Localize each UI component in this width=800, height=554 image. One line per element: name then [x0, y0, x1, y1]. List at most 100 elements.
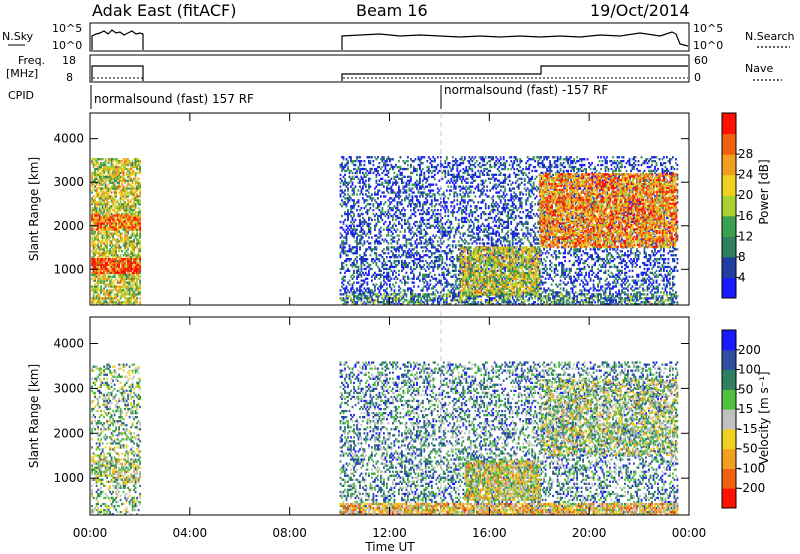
heatmap-cell	[136, 282, 138, 284]
heatmap-cell	[494, 166, 496, 168]
heatmap-cell	[114, 274, 116, 276]
heatmap-cell	[447, 197, 449, 199]
heatmap-cell	[470, 219, 472, 221]
heatmap-cell	[135, 295, 137, 297]
heatmap-cell	[383, 229, 385, 231]
heatmap-cell	[376, 254, 378, 256]
heatmap-cell	[94, 278, 96, 280]
heatmap-cell	[389, 182, 391, 184]
heatmap-cell	[129, 228, 131, 230]
heatmap-cell	[423, 229, 425, 231]
heatmap-cell	[343, 262, 345, 264]
heatmap-cell	[474, 217, 476, 219]
heatmap-cell	[353, 221, 355, 223]
heatmap-cell	[117, 280, 119, 282]
heatmap-cell	[476, 160, 478, 162]
heatmap-cell	[441, 229, 443, 231]
heatmap-cell	[353, 205, 355, 207]
heatmap-cell	[397, 229, 399, 231]
heatmap-cell	[367, 240, 369, 242]
heatmap-cell	[434, 262, 436, 264]
heatmap-cell	[397, 278, 399, 280]
heatmap-cell	[412, 187, 414, 189]
heatmap-cell	[106, 242, 108, 244]
heatmap-cell	[344, 246, 346, 248]
heatmap-cell	[139, 172, 141, 174]
heatmap-cell	[362, 217, 364, 219]
heatmap-cell	[471, 229, 473, 231]
heatmap-cell	[429, 262, 431, 264]
heatmap-cell	[115, 258, 117, 260]
heatmap-cell	[450, 252, 452, 254]
heatmap-cell	[483, 199, 485, 201]
heatmap-cell	[486, 162, 488, 164]
heatmap-cell	[409, 262, 411, 264]
heatmap-cell	[480, 225, 482, 227]
heatmap-cell	[443, 227, 445, 229]
heatmap-cell	[441, 268, 443, 270]
heatmap-cell	[401, 178, 403, 180]
heatmap-cell	[103, 222, 105, 224]
heatmap-cell	[108, 191, 110, 193]
heatmap-cell	[416, 229, 418, 231]
heatmap-cell	[340, 272, 342, 274]
heatmap-cell	[135, 214, 137, 216]
heatmap-cell	[400, 191, 402, 193]
heatmap-cell	[139, 268, 141, 270]
heatmap-cell	[368, 219, 370, 221]
heatmap-cell	[449, 235, 451, 237]
heatmap-cell	[394, 285, 396, 287]
heatmap-cell	[341, 199, 343, 201]
heatmap-cell	[435, 235, 437, 237]
heatmap-cell	[118, 182, 120, 184]
heatmap-cell	[455, 244, 457, 246]
heatmap-cell	[465, 217, 467, 219]
heatmap-cell	[474, 236, 476, 238]
heatmap-cell	[136, 226, 138, 228]
heatmap-cell	[96, 248, 98, 250]
heatmap-cell	[449, 225, 451, 227]
heatmap-cell	[455, 264, 457, 266]
heatmap-cell	[388, 272, 390, 274]
heatmap-cell	[404, 260, 406, 262]
heatmap-cell	[121, 233, 123, 235]
heatmap-cell	[479, 176, 481, 178]
nsky-label: N.Sky	[2, 30, 34, 43]
heatmap-cell	[361, 238, 363, 240]
heatmap-cell	[388, 235, 390, 237]
heatmap-cell	[416, 174, 418, 176]
heatmap-cell	[91, 191, 93, 193]
heatmap-cell	[422, 205, 424, 207]
heatmap-cell	[352, 248, 354, 250]
heatmap-cell	[464, 233, 466, 235]
heatmap-cell	[429, 280, 431, 282]
heatmap-cell	[412, 195, 414, 197]
heatmap-cell	[353, 178, 355, 180]
heatmap-cell	[373, 197, 375, 199]
heatmap-cell	[127, 214, 129, 216]
heatmap-cell	[136, 193, 138, 195]
heatmap-cell	[386, 264, 388, 266]
heatmap-cell	[398, 274, 400, 276]
heatmap-cell	[99, 295, 101, 297]
heatmap-cell	[415, 233, 417, 235]
heatmap-cell	[105, 295, 107, 297]
heatmap-cell	[471, 156, 473, 158]
heatmap-cell	[139, 287, 141, 289]
heatmap-cell	[361, 274, 363, 276]
heatmap-cell	[420, 240, 422, 242]
heatmap-cell	[412, 252, 414, 254]
heatmap-cell	[138, 252, 140, 254]
heatmap-cell	[359, 209, 361, 211]
heatmap-cell	[391, 287, 393, 289]
heatmap-cell	[124, 272, 126, 274]
heatmap-cell	[438, 180, 440, 182]
heatmap-cell	[102, 238, 104, 240]
heatmap-cell	[426, 160, 428, 162]
heatmap-cell	[449, 193, 451, 195]
heatmap-cell	[133, 209, 135, 211]
heatmap-cell	[435, 166, 437, 168]
heatmap-cell	[416, 264, 418, 266]
heatmap-cell	[358, 282, 360, 284]
heatmap-cell	[129, 176, 131, 178]
